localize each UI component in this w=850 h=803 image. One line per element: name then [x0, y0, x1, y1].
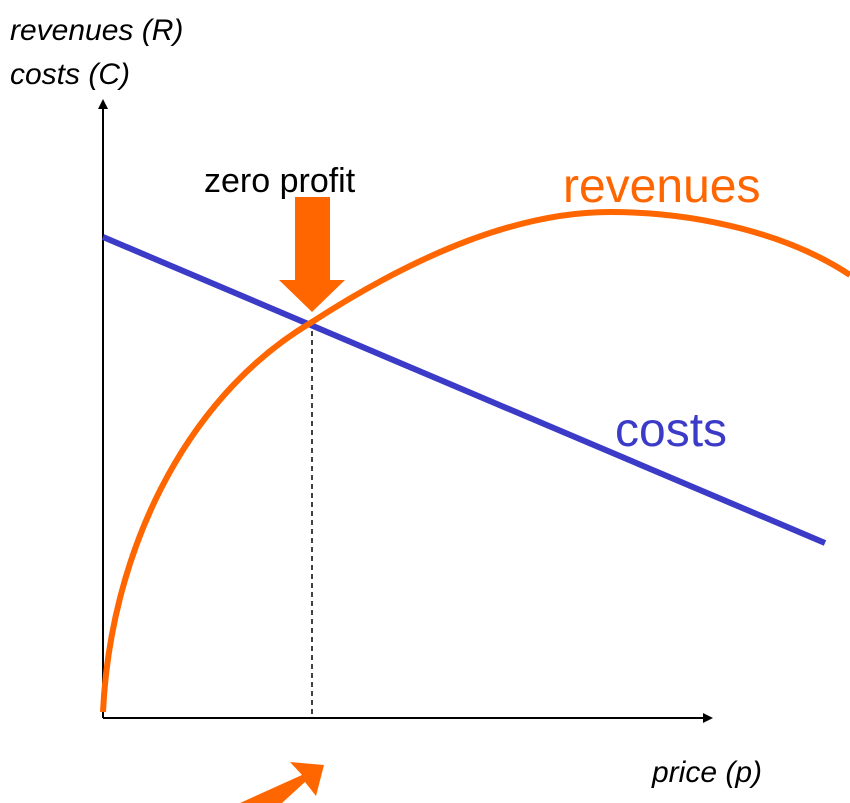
costs-label: costs: [615, 404, 727, 457]
y-axis-label: revenues (R): [10, 14, 183, 47]
y-axis-label: costs (C): [10, 58, 130, 91]
zero-profit-arrow: [279, 197, 345, 312]
revenues-label: revenues: [563, 160, 760, 213]
annotation: zero profit: [204, 162, 356, 200]
price-arrow: [240, 762, 324, 803]
x-axis-label: price (p): [651, 756, 762, 789]
costs-line: [101, 234, 827, 546]
revenues-curve: [100, 208, 850, 713]
